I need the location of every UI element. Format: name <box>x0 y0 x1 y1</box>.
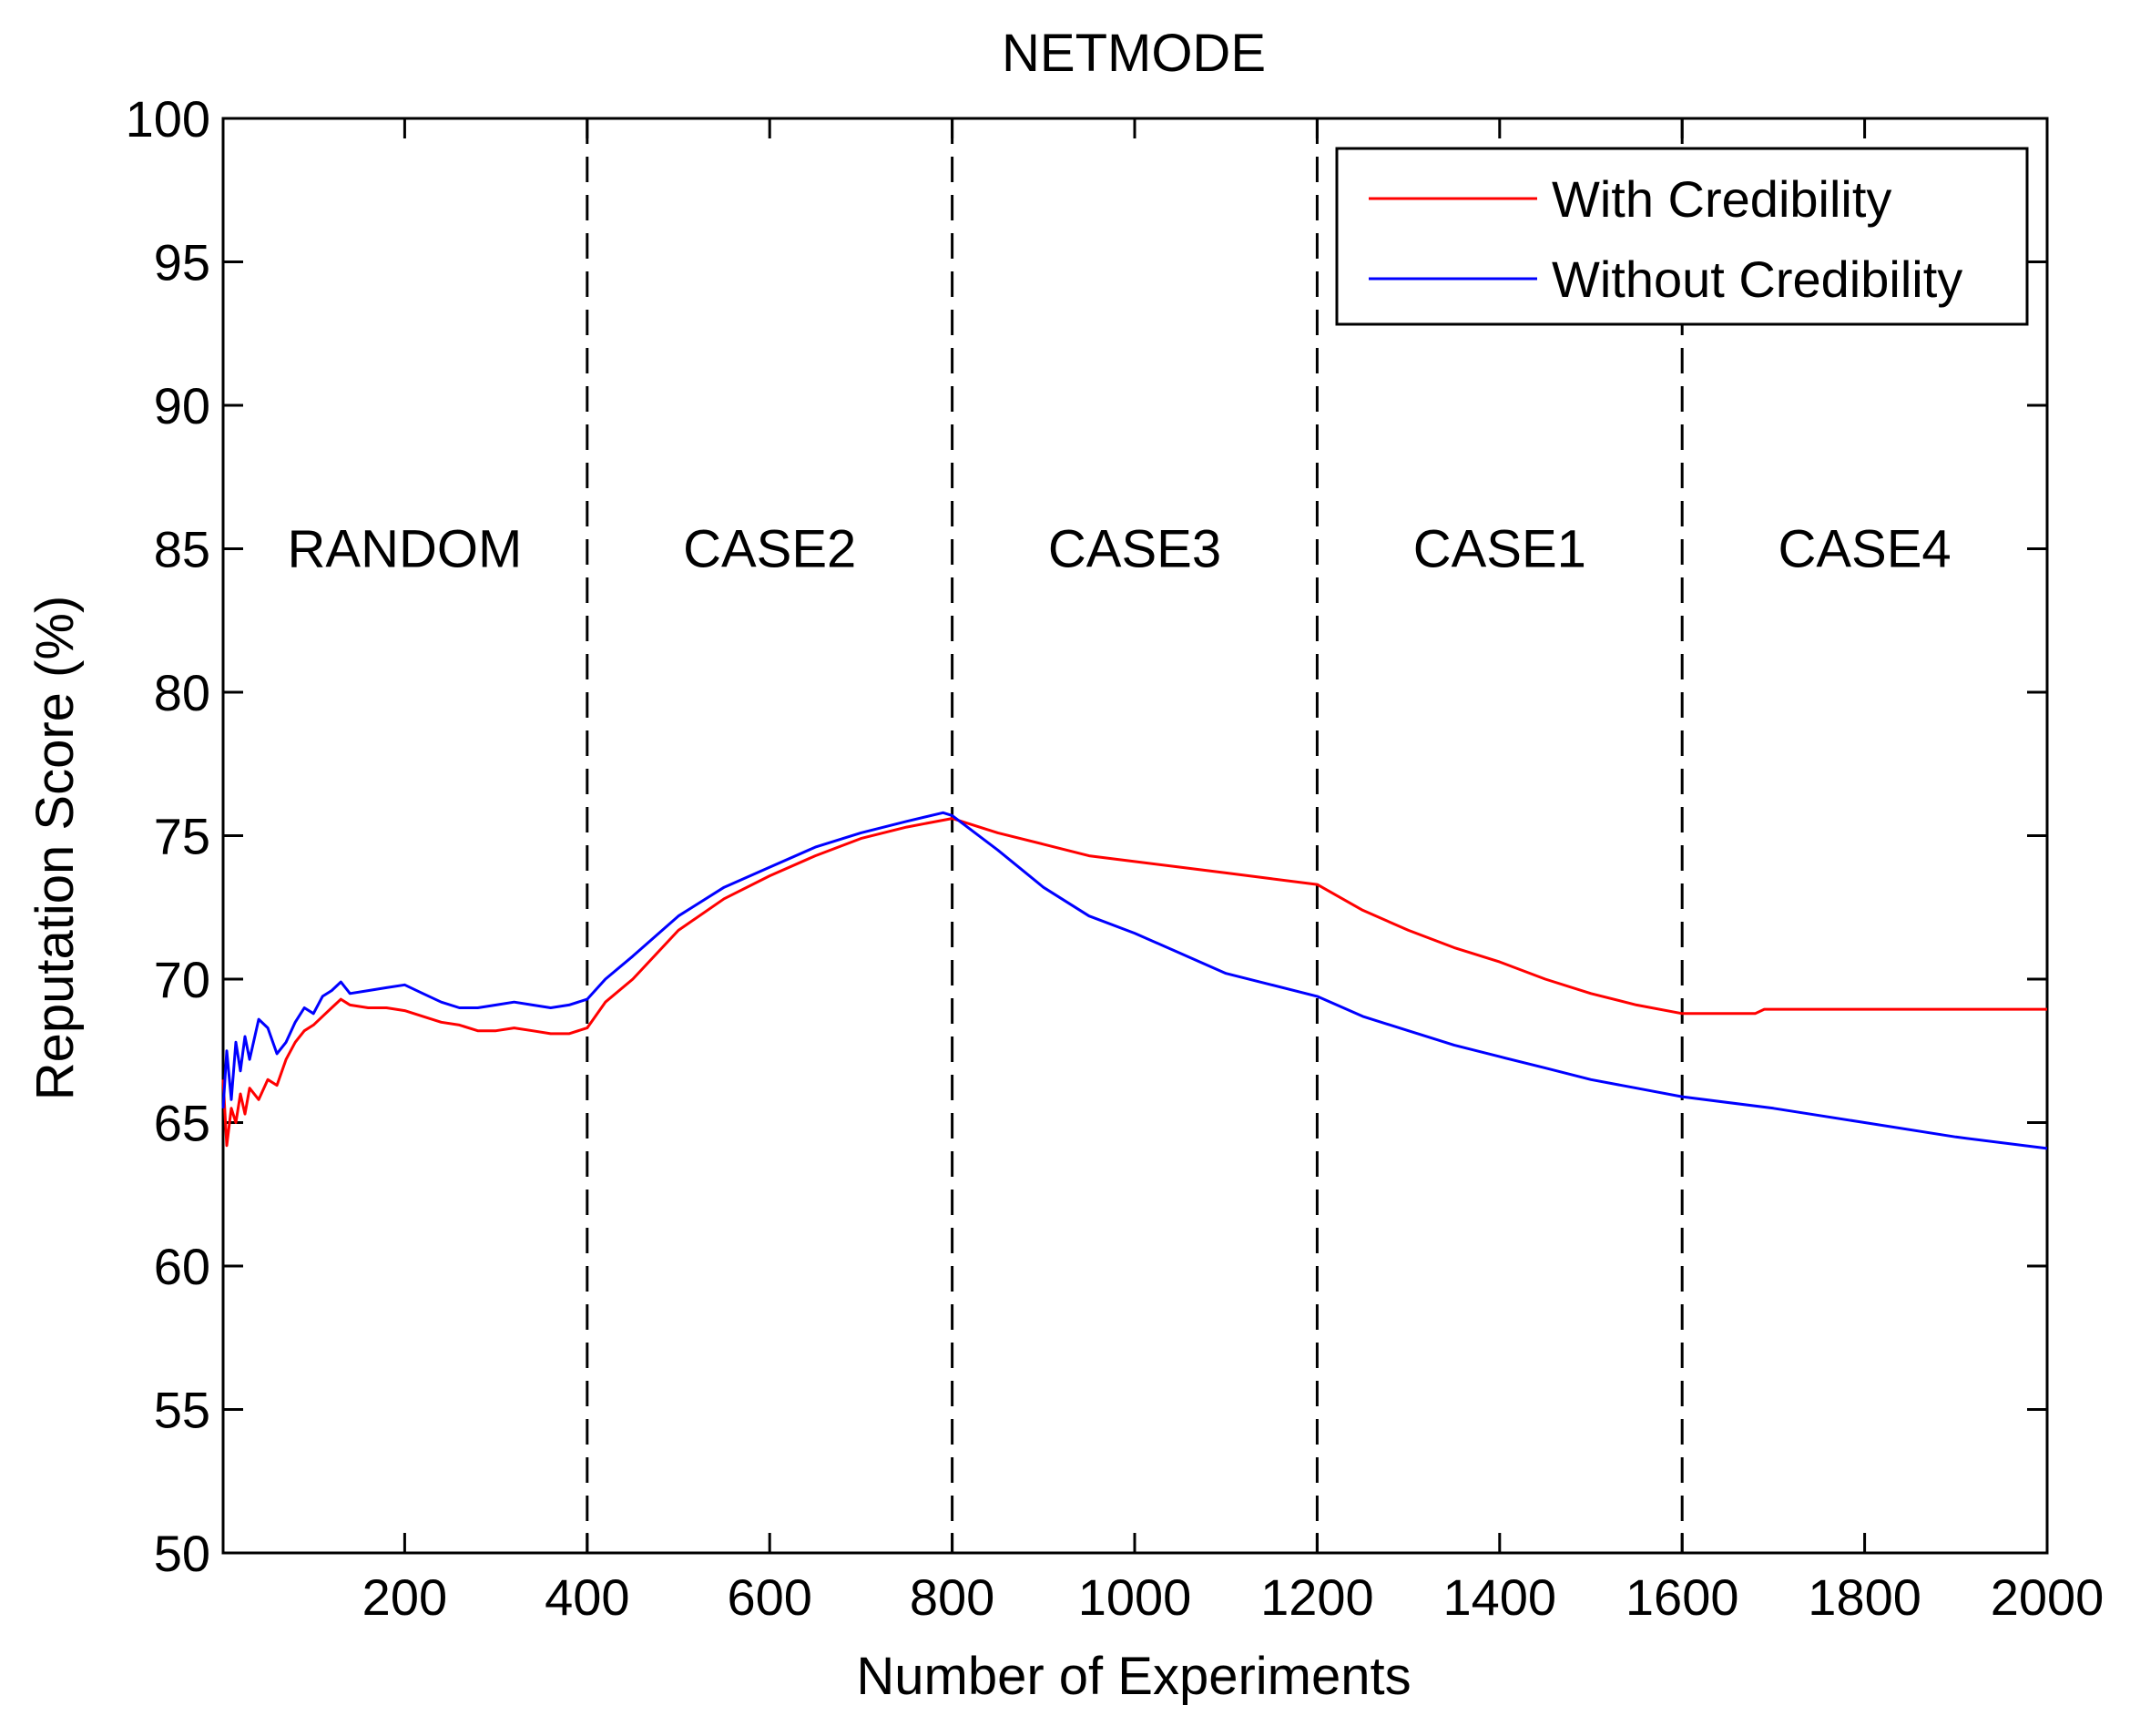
x-tick-label: 400 <box>545 1568 629 1626</box>
x-tick-label: 200 <box>362 1568 447 1626</box>
x-axis-label: Number of Experiments <box>856 1647 1411 1706</box>
region-label: CASE3 <box>1048 520 1221 579</box>
series-line-with-credibility <box>221 817 2047 1148</box>
y-tick-label: 65 <box>154 1095 210 1152</box>
legend: With Credibility Without Credibility <box>1335 147 2029 326</box>
x-tick-label: 600 <box>727 1568 811 1626</box>
x-tick-label: 1800 <box>1808 1568 1921 1626</box>
region-label: CASE1 <box>1413 520 1586 579</box>
y-tick-label: 55 <box>154 1382 210 1439</box>
y-tick-label: 100 <box>126 90 210 148</box>
legend-label: Without Credibility <box>1552 250 1962 308</box>
x-tick-label: 1200 <box>1260 1568 1374 1626</box>
region-label: CASE4 <box>1778 520 1951 579</box>
x-tick-label: 2000 <box>1991 1568 2105 1626</box>
x-tick-label: 1600 <box>1626 1568 1739 1626</box>
chart-title: NETMODE <box>1002 24 1266 83</box>
series-line-without-credibility <box>221 811 2048 1150</box>
y-tick-label: 95 <box>154 234 210 291</box>
region-label: CASE2 <box>683 520 856 579</box>
legend-label: With Credibility <box>1552 170 1891 228</box>
y-tick-label: 85 <box>154 521 210 578</box>
x-tick-label: 1000 <box>1078 1568 1192 1626</box>
y-tick-label: 80 <box>154 664 210 721</box>
y-tick-label: 50 <box>154 1525 210 1582</box>
plot-area: 50 55 60 65 70 75 80 85 90 95 100 200 400 600 800 1000 1… <box>126 90 2105 1626</box>
region-label: RANDOM <box>288 520 523 579</box>
x-tick-label: 800 <box>910 1568 994 1626</box>
y-axis-label: Reputation Score (%) <box>25 596 85 1100</box>
y-tick-label: 75 <box>154 808 210 865</box>
x-tick-label: 1400 <box>1443 1568 1557 1626</box>
legend-box <box>1335 147 2029 326</box>
y-tick-label: 90 <box>154 377 210 434</box>
y-tick-label: 70 <box>154 951 210 1008</box>
y-tick-label: 60 <box>154 1238 210 1295</box>
